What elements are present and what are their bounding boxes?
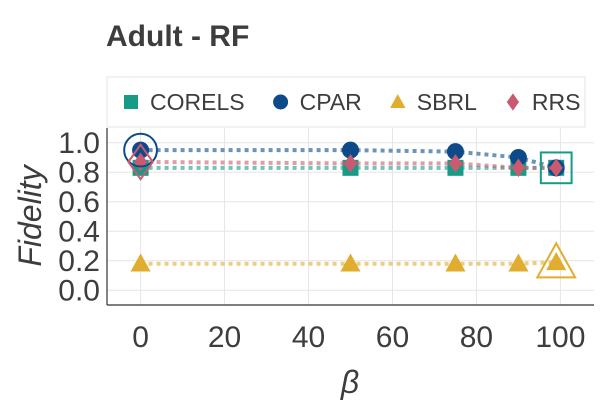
series-sbrl — [130, 251, 567, 272]
series-cpar — [132, 141, 565, 177]
legend-label: CPAR — [300, 89, 362, 115]
highlight-layer — [123, 132, 577, 279]
data-point-rrs — [448, 154, 463, 173]
y-tick-label: 0.4 — [58, 215, 100, 248]
y-tick-label: 0.8 — [58, 156, 100, 189]
ticks: 0 20 40 60 80 100 0.00.20.40.60.81.0 — [58, 127, 585, 354]
x-tick-label: 60 — [376, 321, 409, 354]
legend-label: RRS — [532, 89, 581, 115]
legend-label: SBRL — [417, 89, 477, 115]
highlight-marker-corels — [539, 151, 573, 185]
data-point-sbrl — [340, 253, 361, 272]
y-tick-label: 0.0 — [58, 274, 100, 307]
legend-box — [106, 76, 586, 128]
x-tick-label: 0 — [132, 321, 149, 354]
x-axis-label: β — [340, 364, 359, 400]
highlight-marker-cpar — [123, 132, 158, 168]
x-tick-label: 20 — [208, 321, 241, 354]
data-point-sbrl — [130, 253, 151, 272]
data-point-rrs — [343, 154, 358, 173]
highlight-marker-rrs — [127, 142, 155, 181]
x-tick-label: 80 — [460, 321, 493, 354]
chart-title: Adult - RF — [106, 20, 249, 53]
data-point-rrs — [511, 158, 525, 178]
legend-marker-corels — [124, 95, 138, 109]
legend-marker-sbrl — [390, 94, 406, 109]
legend-label: CORELS — [150, 89, 245, 115]
y-axis-label: Fidelity — [12, 163, 48, 266]
data-point-sbrl — [546, 251, 567, 271]
legend-marker-cpar — [273, 94, 289, 110]
x-tick-label: 100 — [535, 321, 585, 354]
y-tick-label: 0.2 — [58, 245, 100, 278]
data-point-sbrl — [508, 253, 529, 272]
data-point-sbrl — [445, 253, 466, 272]
y-tick-label: 0.6 — [58, 186, 100, 219]
x-tick-label: 40 — [292, 321, 325, 354]
y-tick-label: 1.0 — [58, 127, 100, 160]
plot-area: 0 20 40 60 80 100 0.00.20.40.60.81.0 — [58, 127, 594, 354]
legend: CORELS CPAR SBRL RRS — [106, 76, 586, 128]
legend-marker-rrs — [506, 93, 520, 111]
highlight-marker-sbrl — [535, 241, 577, 279]
series-layer — [130, 141, 567, 272]
data-point-rrs — [549, 158, 563, 178]
